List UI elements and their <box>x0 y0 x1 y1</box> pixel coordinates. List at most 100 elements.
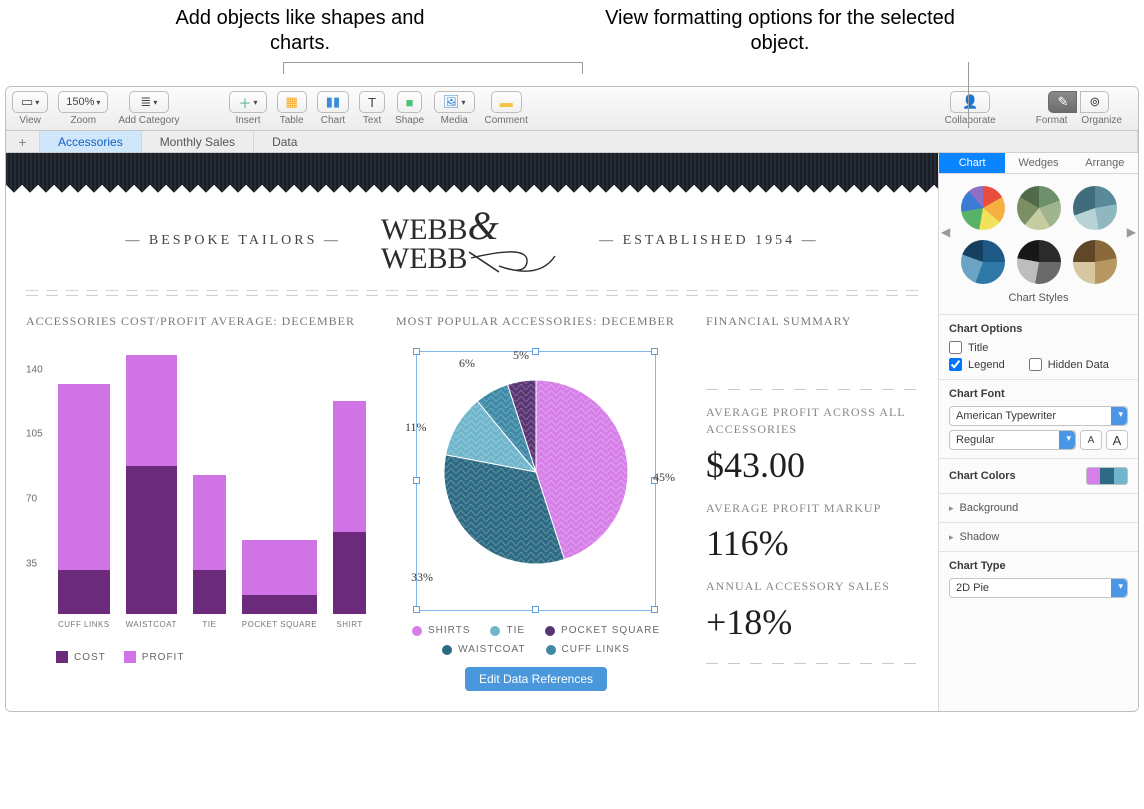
sheet-tab-monthly[interactable]: Monthly Sales <box>142 131 254 152</box>
chart-styles-grid: ◀ ▶ <box>939 174 1138 290</box>
chart-style-thumb[interactable] <box>961 240 1005 284</box>
organize-button[interactable]: ⊚ <box>1080 91 1109 113</box>
add-category-button[interactable]: ≣▾ <box>129 91 169 113</box>
media-button[interactable]: 🖼▾ <box>434 91 475 113</box>
selection-handle[interactable] <box>651 348 658 355</box>
financial-label: AVERAGE PROFIT MARKUP <box>706 500 918 517</box>
tb-addcat-group: ≣▾ Add Category <box>118 91 179 126</box>
chart-font-section: Chart Font American Typewriter Regular A… <box>939 379 1138 458</box>
selection-handle[interactable] <box>651 606 658 613</box>
pie-percent-label: 45% <box>653 470 675 485</box>
header-left: — BESPOKE TAILORS — <box>125 233 340 249</box>
text-button[interactable]: T <box>359 91 385 113</box>
y-axis-label: 105 <box>26 429 43 440</box>
selection-handle[interactable] <box>413 606 420 613</box>
bar-category-label: TIE <box>202 620 216 629</box>
selection-handle[interactable] <box>413 477 420 484</box>
format-inspector: Chart Wedges Arrange ◀ ▶ Chart Styles Ch… <box>938 153 1138 711</box>
pie-percent-label: 6% <box>459 356 475 371</box>
tb-format-group: ✎ ⊚ FormatOrganize <box>1036 91 1122 126</box>
pie-chart-section: MOST POPULAR ACCESSORIES: DECEMBER 45%33… <box>396 314 676 691</box>
add-sheet-button[interactable]: + <box>6 131 40 152</box>
list-icon: ≣ <box>140 94 151 110</box>
background-section[interactable]: ▸Background <box>939 493 1138 522</box>
selection-handle[interactable] <box>413 348 420 355</box>
tb-zoom-group: 150%▾ Zoom <box>58 91 108 126</box>
edit-data-button[interactable]: Edit Data References <box>465 667 607 691</box>
bar-chart[interactable]: 1401057035CUFF LINKSWAISTCOATTIEPOCKET S… <box>26 351 366 651</box>
styles-next[interactable]: ▶ <box>1127 225 1136 239</box>
opt-legend-checkbox[interactable]: Legend <box>949 358 1005 371</box>
y-axis-label: 70 <box>26 494 37 505</box>
chart-style-thumb[interactable] <box>1017 240 1061 284</box>
comment-button[interactable]: ▬ <box>491 91 522 113</box>
chart-colors-section: Chart Colors <box>939 458 1138 493</box>
chart-options-section: Chart Options Title Legend Hidden Data <box>939 314 1138 379</box>
insert-button[interactable]: ＋▾ <box>229 91 266 113</box>
logo: WEBB& WEBB <box>381 207 559 274</box>
pie-percent-label: 5% <box>513 348 529 363</box>
pie-legend-item: WAISTCOAT <box>442 644 525 655</box>
chart-style-thumb[interactable] <box>1017 186 1061 230</box>
chart-options-head: Chart Options <box>949 323 1128 335</box>
legend-cost: COST <box>56 651 106 663</box>
pie-chart-title: MOST POPULAR ACCESSORIES: DECEMBER <box>396 314 676 329</box>
pie-legend: SHIRTSTIEPOCKET SQUAREWAISTCOATCUFF LINK… <box>396 625 676 655</box>
pie-svg <box>436 372 636 572</box>
chart-style-thumb[interactable] <box>1073 240 1117 284</box>
tb-comment-group: ▬ Comment <box>485 91 528 126</box>
bar-chart-section: ACCESSORIES COST/PROFIT AVERAGE: DECEMBE… <box>26 314 366 691</box>
font-style-select[interactable]: Regular <box>949 430 1076 450</box>
tb-text-group: T Text <box>359 91 385 126</box>
shadow-section[interactable]: ▸Shadow <box>939 522 1138 551</box>
financial-value: +18% <box>706 601 918 643</box>
pie-legend-item: TIE <box>490 625 525 636</box>
collaborate-label: Collaborate <box>945 115 996 126</box>
collaborate-button[interactable]: 👤 <box>950 91 990 113</box>
selection-handle[interactable] <box>532 606 539 613</box>
shape-button[interactable]: ■ <box>397 91 423 113</box>
document-header: — BESPOKE TAILORS — WEBB& WEBB — ESTABLI… <box>6 193 938 284</box>
selection-handle[interactable] <box>532 348 539 355</box>
shape-icon: ■ <box>406 95 414 110</box>
financial-row: AVERAGE PROFIT MARKUP116% <box>706 500 918 565</box>
font-smaller-button[interactable]: A <box>1080 430 1102 450</box>
opt-hidden-checkbox[interactable]: Hidden Data <box>1029 358 1109 371</box>
font-larger-button[interactable]: A <box>1106 430 1128 450</box>
table-label: Table <box>280 115 304 126</box>
inspector-tab-chart[interactable]: Chart <box>939 153 1005 173</box>
chart-style-thumb[interactable] <box>961 186 1005 230</box>
chart-colors-swatch[interactable] <box>1086 467 1128 485</box>
styles-prev[interactable]: ◀ <box>941 225 950 239</box>
zoom-button[interactable]: 150%▾ <box>58 91 108 113</box>
financial-row: ANNUAL ACCESSORY SALES+18% <box>706 578 918 643</box>
bar-column: POCKET SQUARE <box>242 540 317 629</box>
bar-column: CUFF LINKS <box>58 384 110 629</box>
table-icon: ▦ <box>286 94 298 110</box>
comment-label: Comment <box>485 115 528 126</box>
bar-category-label: WAISTCOAT <box>126 620 177 629</box>
callouts: Add objects like shapes and charts. View… <box>0 0 1144 86</box>
font-family-select[interactable]: American Typewriter <box>949 406 1128 426</box>
pie-legend-item: SHIRTS <box>412 625 471 636</box>
insert-label: Insert <box>235 115 260 126</box>
inspector-tab-wedges[interactable]: Wedges <box>1005 153 1071 173</box>
format-label: Format <box>1036 115 1068 126</box>
callout-left: Add objects like shapes and charts. <box>170 6 430 56</box>
pie-chart-selected[interactable]: 45%33%11%6%5% <box>416 351 656 611</box>
view-button[interactable]: ▭▾ <box>12 91 48 113</box>
bar-column: WAISTCOAT <box>126 355 177 629</box>
format-button[interactable]: ✎ <box>1048 91 1077 113</box>
opt-title-checkbox[interactable]: Title <box>949 341 1128 354</box>
chart-type-section: Chart Type 2D Pie <box>939 551 1138 606</box>
chart-type-select[interactable]: 2D Pie <box>949 578 1128 598</box>
sheet-tab-accessories[interactable]: Accessories <box>40 131 142 152</box>
pie-percent-label: 11% <box>405 420 427 435</box>
denim-banner <box>6 153 938 193</box>
sheet-tab-data[interactable]: Data <box>254 131 1138 152</box>
inspector-tab-arrange[interactable]: Arrange <box>1072 153 1138 173</box>
chart-button[interactable]: ▮▮ <box>317 91 349 113</box>
chart-style-thumb[interactable] <box>1073 186 1117 230</box>
zoom-value: 150% <box>66 96 94 108</box>
table-button[interactable]: ▦ <box>277 91 307 113</box>
